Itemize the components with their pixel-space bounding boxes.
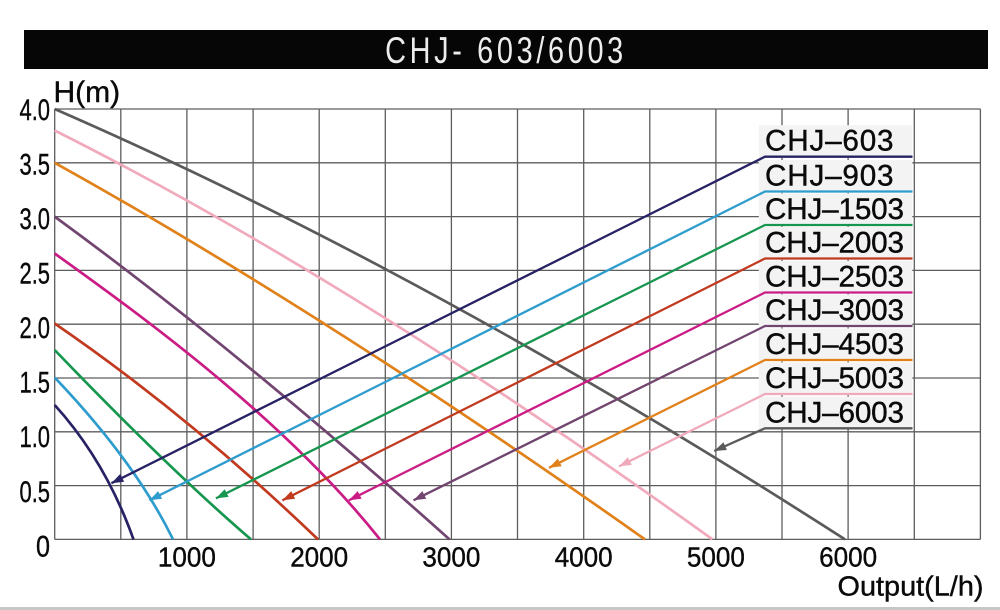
svg-text:3.5: 3.5: [20, 148, 51, 181]
svg-text:CHJ–6003: CHJ–6003: [765, 396, 904, 429]
svg-text:2000: 2000: [290, 542, 348, 573]
svg-text:4000: 4000: [555, 542, 613, 573]
svg-text:3000: 3000: [422, 542, 480, 573]
svg-text:3.0: 3.0: [20, 203, 51, 236]
svg-text:0: 0: [36, 530, 50, 563]
svg-text:6000: 6000: [819, 542, 877, 573]
svg-text:Output(L/h): Output(L/h): [838, 571, 984, 602]
svg-text:CHJ–2003: CHJ–2003: [765, 227, 904, 260]
svg-text:2.5: 2.5: [20, 258, 51, 291]
svg-text:1.5: 1.5: [20, 367, 51, 400]
svg-text:CHJ–2503: CHJ–2503: [765, 261, 904, 294]
svg-text:CHJ–603: CHJ–603: [765, 125, 894, 158]
svg-text:0.5: 0.5: [20, 476, 51, 509]
svg-text:CHJ–1503: CHJ–1503: [765, 193, 904, 226]
svg-text:1.0: 1.0: [20, 421, 51, 454]
svg-text:H(m): H(m): [54, 76, 121, 109]
svg-text:CHJ–5003: CHJ–5003: [765, 362, 904, 395]
svg-text:1000: 1000: [158, 542, 216, 573]
svg-text:CHJ–903: CHJ–903: [765, 160, 894, 193]
svg-text:CHJ–4503: CHJ–4503: [765, 328, 904, 361]
svg-text:4.0: 4.0: [20, 94, 51, 127]
svg-text:5000: 5000: [687, 542, 745, 573]
svg-text:2.0: 2.0: [20, 312, 51, 345]
svg-text:CHJ–3003: CHJ–3003: [765, 294, 904, 327]
